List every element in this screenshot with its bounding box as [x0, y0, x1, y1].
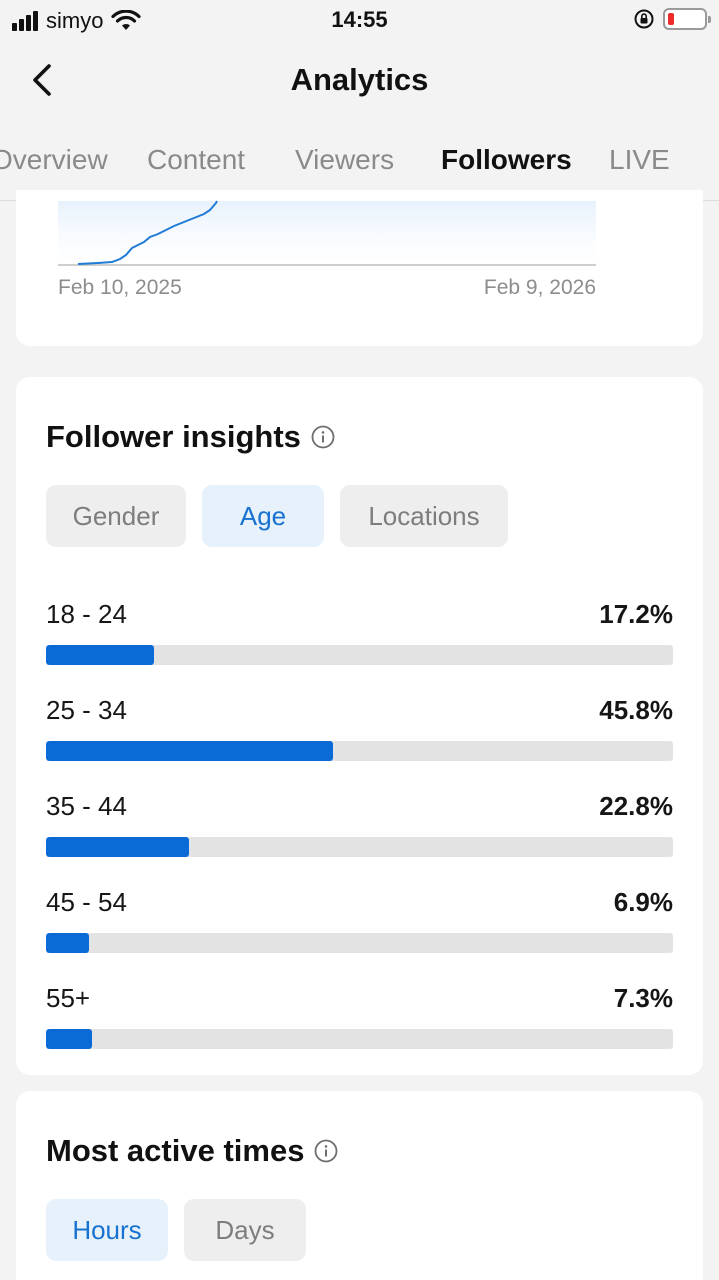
signal-icon — [12, 11, 38, 31]
status-bar: simyo 14:55 — [0, 0, 719, 40]
most-active-times-card: Most active times Hours Days — [16, 1091, 703, 1280]
most-active-times-heading: Most active times — [46, 1133, 338, 1169]
battery-level — [668, 13, 674, 25]
age-bar-fill — [46, 645, 154, 665]
age-bar-fill — [46, 741, 334, 761]
age-percentage: 7.3% — [613, 983, 673, 1013]
age-bar-fill — [46, 933, 90, 953]
chart-end-date: Feb 9, 2026 — [483, 276, 596, 299]
tab-live[interactable]: LIVE — [609, 144, 670, 175]
page-title: Analytics — [290, 62, 429, 97]
status-left: simyo — [12, 8, 142, 34]
age-bar-track — [46, 933, 673, 953]
back-button[interactable] — [22, 60, 62, 100]
age-percentage: 6.9% — [613, 887, 673, 917]
analytics-tabs: Overview Content Viewers Followers LIVE — [0, 120, 719, 201]
wifi-icon — [111, 10, 142, 30]
follower-insights-title: Follower insights — [46, 419, 301, 454]
tab-overview[interactable]: Overview — [0, 144, 108, 175]
age-row: 18 - 24 17.2% — [46, 599, 673, 669]
age-row: 35 - 44 22.8% — [46, 791, 673, 861]
age-bar-fill — [46, 837, 189, 857]
most-active-times-title: Most active times — [46, 1133, 305, 1168]
age-percentage: 17.2% — [599, 599, 673, 629]
followers-line — [77, 200, 218, 265]
filter-hours[interactable]: Hours — [46, 1199, 168, 1261]
age-label: 45 - 54 — [46, 887, 127, 917]
info-icon[interactable] — [311, 425, 335, 449]
chart-area-fill — [58, 201, 596, 265]
age-percentage: 22.8% — [599, 791, 673, 821]
filter-days[interactable]: Days — [184, 1199, 306, 1261]
tab-viewers[interactable]: Viewers — [295, 144, 395, 175]
status-right — [633, 8, 711, 30]
age-percentage: 45.8% — [599, 695, 673, 725]
age-label: 35 - 44 — [46, 791, 127, 821]
age-label: 25 - 34 — [46, 695, 127, 725]
age-row: 25 - 34 45.8% — [46, 695, 673, 765]
status-time: 14:55 — [331, 7, 388, 32]
nav-header: Analytics — [0, 40, 719, 120]
age-row: 45 - 54 6.9% — [46, 887, 673, 957]
battery-icon — [663, 8, 711, 30]
follower-insights-heading: Follower insights — [46, 419, 335, 455]
age-label: 55+ — [46, 983, 91, 1013]
tab-content[interactable]: Content — [147, 144, 246, 175]
follower-insights-card: Follower insights Gender Age Locations 1… — [16, 377, 703, 1075]
age-bar-track — [46, 741, 673, 761]
age-bar-fill — [46, 1029, 92, 1049]
carrier-name: simyo — [46, 8, 104, 33]
filter-age[interactable]: Age — [202, 485, 324, 547]
age-bar-track — [46, 645, 673, 665]
followers-chart-card: Feb 10, 2025 Feb 9, 2026 — [16, 190, 703, 346]
tab-followers[interactable]: Followers — [441, 144, 572, 175]
age-bar-track — [46, 837, 673, 857]
chart-start-date: Feb 10, 2025 — [58, 276, 182, 299]
rotation-lock-icon — [634, 9, 654, 29]
followers-chart — [58, 200, 596, 266]
filter-gender[interactable]: Gender — [46, 485, 186, 547]
age-row: 55+ 7.3% — [46, 983, 673, 1053]
filter-locations[interactable]: Locations — [340, 485, 508, 547]
age-bar-track — [46, 1029, 673, 1049]
age-label: 18 - 24 — [46, 599, 127, 629]
chevron-left-icon — [33, 64, 51, 96]
info-icon[interactable] — [314, 1139, 338, 1163]
